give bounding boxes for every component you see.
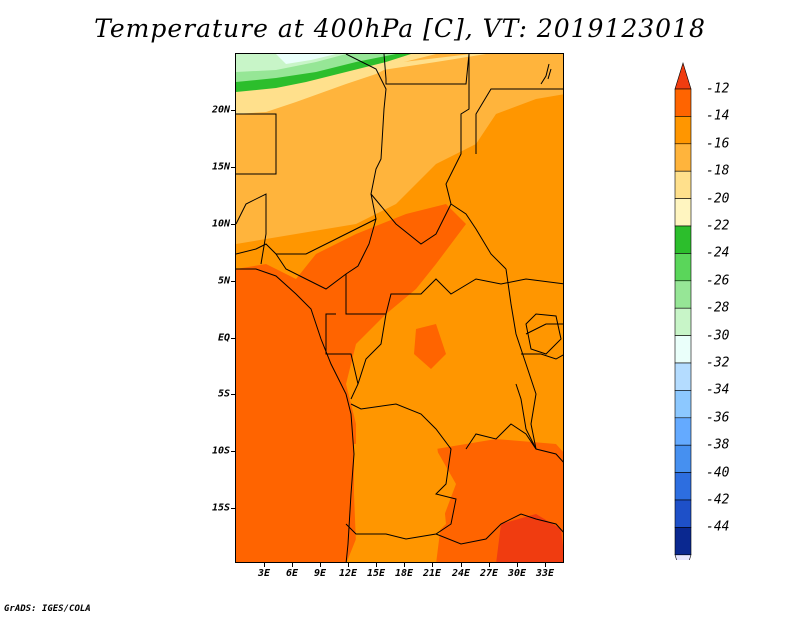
- lat-label: 20N: [211, 104, 230, 116]
- colorbar-label: -18: [706, 163, 730, 179]
- lon-tick: [320, 563, 321, 567]
- colorbar-label: -32: [706, 355, 730, 371]
- lon-tick: [489, 563, 490, 567]
- field-minus-16-18-north: [236, 54, 563, 244]
- lon-label: 3E: [257, 568, 271, 579]
- lon-label: 18E: [394, 568, 414, 579]
- lat-label: EQ: [217, 332, 230, 344]
- lon-tick: [292, 563, 293, 567]
- lon-tick: [348, 563, 349, 567]
- lat-label: 15N: [211, 161, 230, 173]
- colorbar-swatch: [674, 444, 692, 473]
- lon-label: 30E: [507, 568, 527, 579]
- colorbar-label: -42: [706, 492, 730, 508]
- lon-label: 12E: [338, 568, 358, 579]
- lon-label: 6E: [285, 568, 299, 579]
- lon-tick: [517, 563, 518, 567]
- lake-victoria-outline: [525, 313, 562, 355]
- grads-credit: GrADS: IGES/COLA: [4, 604, 91, 614]
- colorbar-swatch: [674, 390, 692, 419]
- colorbar-label: -30: [706, 328, 730, 344]
- field-minus-14-16-angola: [354, 439, 446, 554]
- colorbar-swatch: [674, 170, 692, 199]
- lat-tick: [231, 167, 235, 168]
- colorbar-swatch: [674, 280, 692, 309]
- lon-tick: [376, 563, 377, 567]
- colorbar-swatch: [674, 88, 692, 117]
- field-minus-30-32: [276, 54, 336, 64]
- lake-tanganyika-outline: [515, 383, 537, 450]
- colorbar-arrow-bottom: [674, 554, 692, 560]
- lat-label: 10S: [211, 445, 230, 457]
- lon-label: 15E: [366, 568, 386, 579]
- colorbar: [674, 61, 692, 560]
- lon-tick: [264, 563, 265, 567]
- country-borders: [236, 54, 563, 545]
- lat-tick: [231, 394, 235, 395]
- colorbar-label: -16: [706, 136, 730, 152]
- colorbar-swatch: [674, 143, 692, 172]
- colorbar-label: -22: [706, 218, 730, 234]
- lat-tick: [231, 451, 235, 452]
- colorbar-swatch: [674, 198, 692, 227]
- colorbar-swatch: [674, 116, 692, 145]
- lat-tick: [231, 508, 235, 509]
- lat-tick: [231, 224, 235, 225]
- colorbar-swatch: [674, 225, 692, 254]
- lon-label: 21E: [422, 568, 442, 579]
- field-minus-12-14-central: [414, 324, 446, 369]
- lat-label: 10N: [211, 218, 230, 230]
- colorbar-label: -20: [706, 191, 730, 207]
- colorbar-label: -44: [706, 519, 730, 535]
- lat-label: 5S: [217, 388, 230, 400]
- lon-label: 33E: [535, 568, 555, 579]
- colorbar-swatch: [674, 527, 692, 556]
- chart-title: Temperature at 400hPa [C], VT: 201912301…: [94, 14, 706, 43]
- colorbar-swatch: [674, 472, 692, 501]
- colorbar-swatch: [674, 253, 692, 282]
- colorbar-label: -12: [706, 81, 730, 97]
- colorbar-label: -28: [706, 300, 730, 316]
- lat-tick: [231, 281, 235, 282]
- lon-tick: [432, 563, 433, 567]
- lat-label: 15S: [211, 502, 230, 514]
- colorbar-label: -26: [706, 273, 730, 289]
- lon-tick: [404, 563, 405, 567]
- lat-tick: [231, 338, 235, 339]
- lon-tick: [461, 563, 462, 567]
- colorbar-swatch: [674, 335, 692, 364]
- map-field: [236, 54, 563, 562]
- colorbar-label: -34: [706, 382, 730, 398]
- colorbar-label: -38: [706, 437, 730, 453]
- lat-label: 5N: [217, 275, 230, 287]
- field-minus-10-12-southeast: [496, 514, 563, 562]
- colorbar-swatch: [674, 362, 692, 391]
- lat-tick: [231, 110, 235, 111]
- colorbar-label: -24: [706, 245, 730, 261]
- lon-label: 9E: [313, 568, 327, 579]
- colorbar-swatch: [674, 417, 692, 446]
- colorbar-label: -36: [706, 410, 730, 426]
- colorbar-label: -40: [706, 465, 730, 481]
- lon-label: 24E: [451, 568, 471, 579]
- lon-label: 27E: [479, 568, 499, 579]
- colorbar-arrow-top: [674, 61, 692, 90]
- temperature-map: [235, 53, 564, 563]
- colorbar-label: -14: [706, 108, 730, 124]
- red-sea-coast: [540, 63, 552, 85]
- lon-tick: [545, 563, 546, 567]
- colorbar-swatch: [674, 307, 692, 336]
- coastline-atlantic: [236, 268, 355, 562]
- colorbar-swatch: [674, 499, 692, 528]
